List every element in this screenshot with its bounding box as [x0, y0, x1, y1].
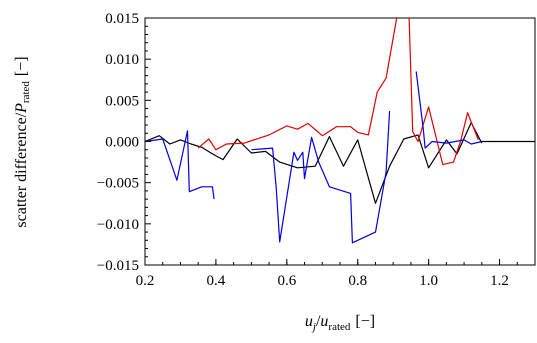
- y-tick-label: 0.000: [105, 135, 139, 151]
- x-tick-label: 0.4: [207, 273, 226, 289]
- y-tick-label: 0.005: [105, 93, 139, 109]
- series-line-3: [415, 71, 482, 149]
- x-tick-label: 0.8: [348, 273, 367, 289]
- x-axis-label: uj/urated [−]: [305, 313, 375, 333]
- series-line-3: [145, 130, 215, 200]
- x-tick-label: 1.2: [490, 273, 509, 289]
- x-axis: 0.2 0.4 0.6 0.8 1.0 1.2: [136, 259, 536, 289]
- y-axis-label: scatter difference/Prated[−]: [13, 56, 32, 227]
- plot-frame: [144, 17, 536, 266]
- y-axis: 0.015 0.010 0.005 0.000 −0.005 −0.010 −0.015: [97, 11, 151, 274]
- y-tick-label: 0.015: [105, 11, 139, 27]
- series-line-2: [408, 18, 479, 166]
- x-tick-label: 0.6: [277, 273, 296, 289]
- series-line-3: [251, 110, 391, 244]
- x-tick-label: 1.0: [419, 273, 438, 289]
- x-tick-label: 0.2: [136, 273, 155, 289]
- y-tick-label: −0.010: [97, 217, 139, 233]
- series-line-2: [197, 18, 398, 151]
- series-line-1: [145, 121, 483, 204]
- series-layer: [145, 18, 535, 244]
- y-tick-label: 0.010: [105, 52, 139, 68]
- y-tick-label: −0.005: [97, 176, 139, 192]
- y-tick-label: −0.015: [97, 258, 139, 274]
